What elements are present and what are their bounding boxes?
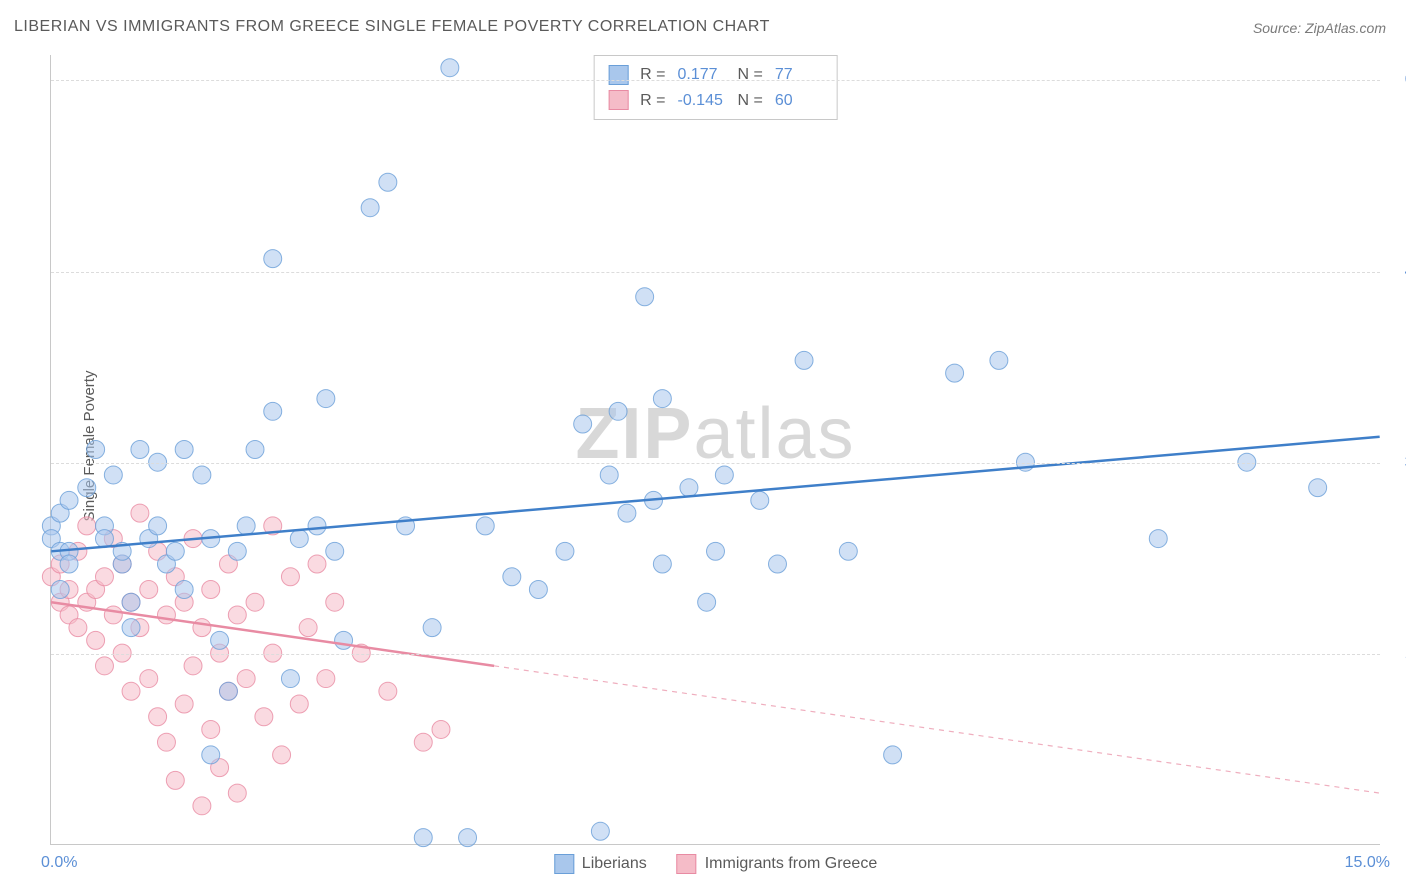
chart-title: LIBERIAN VS IMMIGRANTS FROM GREECE SINGL… (14, 18, 770, 36)
xtick-right: 15.0% (1345, 854, 1390, 872)
ytick-label: 30.0% (1390, 454, 1406, 472)
stats-row-b: R = -0.145 N = 60 (608, 88, 823, 114)
r-label-b: R = (640, 88, 665, 114)
swatch-a (608, 65, 628, 85)
n-value-a: 77 (775, 62, 823, 88)
stats-row-a: R = 0.177 N = 77 (608, 62, 823, 88)
n-value-b: 60 (775, 88, 823, 114)
r-value-b: -0.145 (678, 88, 726, 114)
chart-container: LIBERIAN VS IMMIGRANTS FROM GREECE SINGL… (0, 0, 1406, 892)
legend-swatch-b (677, 854, 697, 874)
legend-swatch-a (554, 854, 574, 874)
legend-label-a: Liberians (582, 855, 647, 873)
source-label: Source: ZipAtlas.com (1253, 20, 1386, 36)
r-label-a: R = (640, 62, 665, 88)
gridline (51, 463, 1380, 464)
stats-legend: R = 0.177 N = 77 R = -0.145 N = 60 (593, 55, 838, 120)
legend-item-b: Immigrants from Greece (677, 854, 877, 874)
n-label-a: N = (738, 62, 763, 88)
gridline (51, 80, 1380, 81)
gridline (51, 272, 1380, 273)
legend-item-a: Liberians (554, 854, 647, 874)
n-label-b: N = (738, 88, 763, 114)
bottom-legend: Liberians Immigrants from Greece (554, 854, 877, 874)
ytick-label: 60.0% (1390, 71, 1406, 89)
gridline (51, 654, 1380, 655)
legend-label-b: Immigrants from Greece (705, 855, 877, 873)
ytick-label: 15.0% (1390, 645, 1406, 663)
r-value-a: 0.177 (678, 62, 726, 88)
xtick-left: 0.0% (41, 854, 77, 872)
swatch-b (608, 90, 628, 110)
ytick-label: 45.0% (1390, 263, 1406, 281)
plot-area: ZIPatlas R = 0.177 N = 77 R = -0.145 N =… (50, 55, 1380, 845)
chart-svg (51, 55, 1380, 844)
